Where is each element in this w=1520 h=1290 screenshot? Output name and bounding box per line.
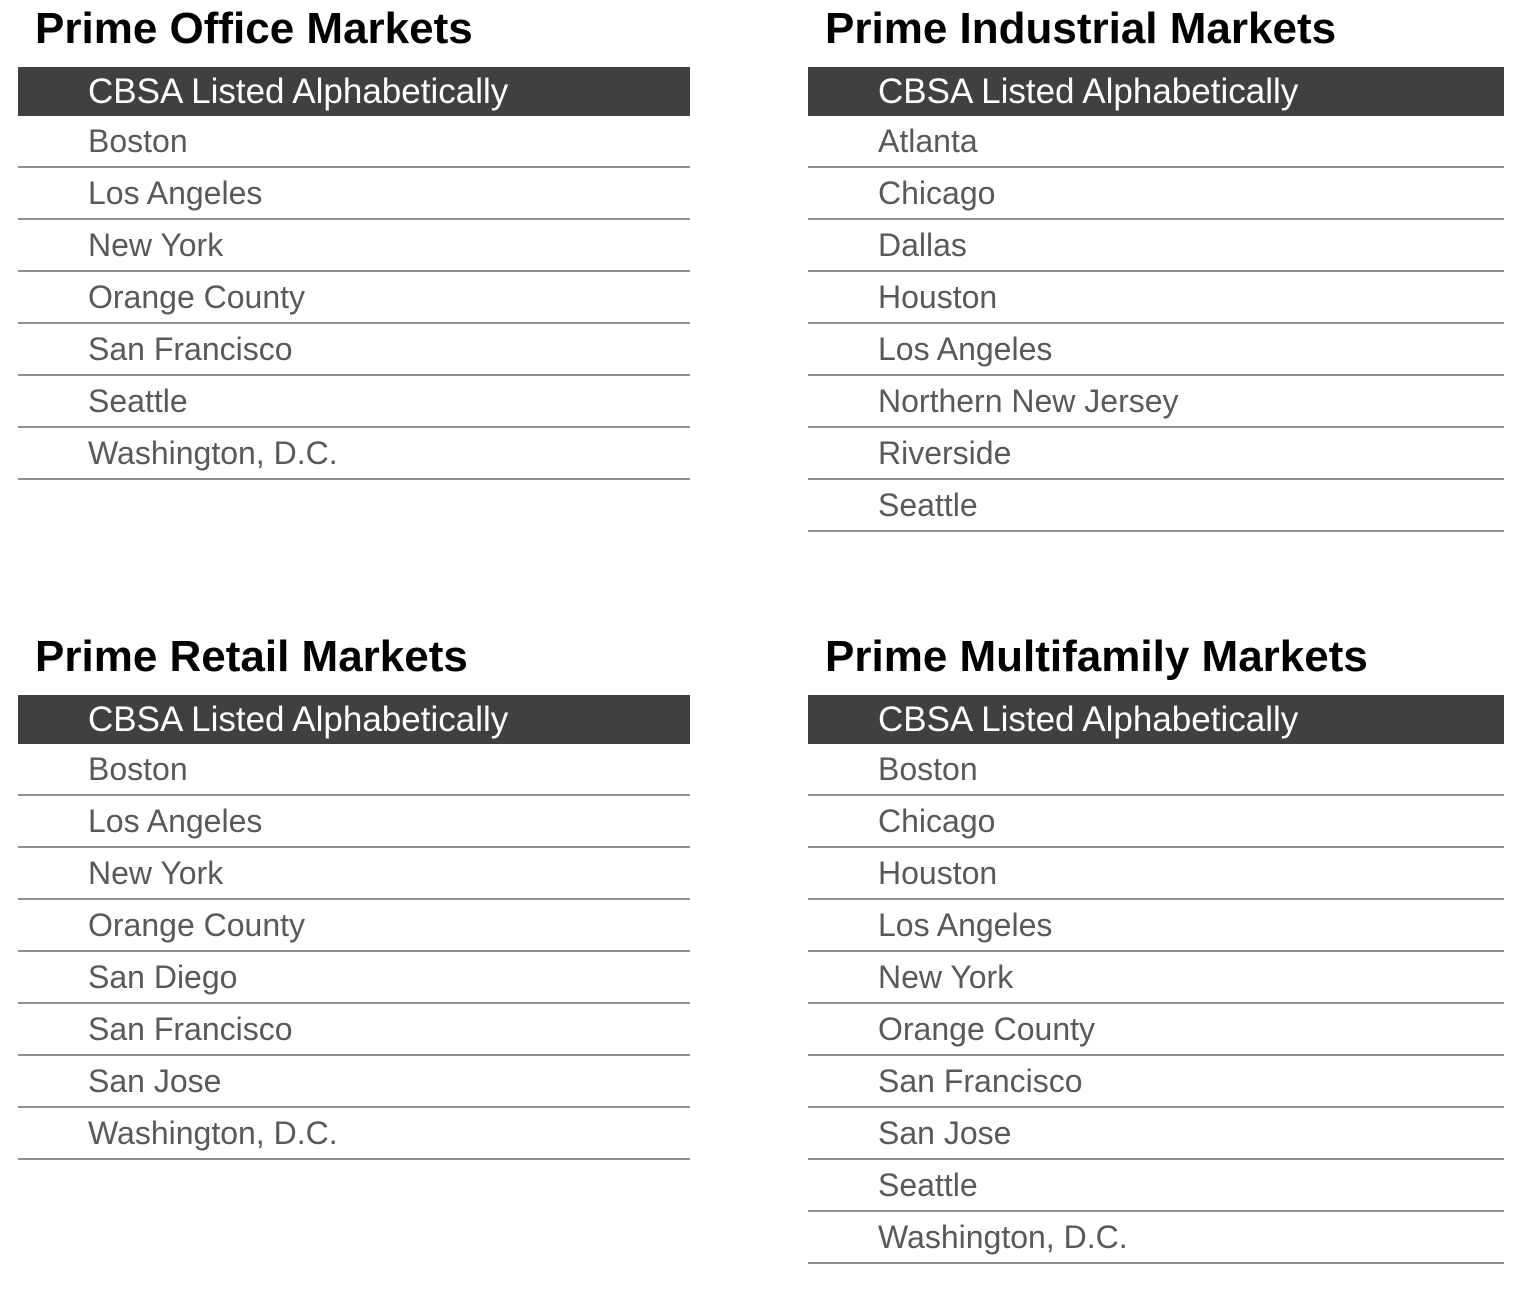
table-row: Boston — [18, 744, 690, 796]
table-row: San Francisco — [18, 1004, 690, 1056]
table-row: Dallas — [808, 220, 1504, 272]
table-row: Chicago — [808, 796, 1504, 848]
table-row: Seattle — [18, 376, 690, 428]
page-title: Prime Industrial Markets — [825, 4, 1337, 53]
table-row: Orange County — [18, 900, 690, 952]
table-row: Boston — [808, 744, 1504, 796]
table-row: Houston — [808, 848, 1504, 900]
table-row: Washington, D.C. — [18, 1108, 690, 1160]
table-header: CBSA Listed Alphabetically — [808, 67, 1504, 116]
table-row: San Francisco — [18, 324, 690, 376]
table-row: New York — [18, 220, 690, 272]
table-row: San Jose — [18, 1056, 690, 1108]
table-body: Boston Los Angeles New York Orange Count… — [18, 744, 690, 1160]
table-row: San Diego — [18, 952, 690, 1004]
table-body: Boston Chicago Houston Los Angeles New Y… — [808, 744, 1504, 1264]
prime-industrial-markets-table: Prime Industrial Markets CBSA Listed Alp… — [808, 7, 1504, 532]
table-row: Houston — [808, 272, 1504, 324]
page-title: Prime Multifamily Markets — [825, 632, 1368, 681]
table-row: Washington, D.C. — [808, 1212, 1504, 1264]
table-row: Washington, D.C. — [18, 428, 690, 480]
table-row: Orange County — [18, 272, 690, 324]
table-row: Atlanta — [808, 116, 1504, 168]
table-body: Boston Los Angeles New York Orange Count… — [18, 116, 690, 480]
page-title: Prime Office Markets — [35, 4, 473, 53]
table-row: Orange County — [808, 1004, 1504, 1056]
prime-multifamily-markets-table: Prime Multifamily Markets CBSA Listed Al… — [808, 635, 1504, 1264]
table-row: New York — [808, 952, 1504, 1004]
table-row: Los Angeles — [18, 168, 690, 220]
table-body: Atlanta Chicago Dallas Houston Los Angel… — [808, 116, 1504, 532]
prime-office-markets-table: Prime Office Markets CBSA Listed Alphabe… — [18, 7, 690, 480]
table-row: Los Angeles — [808, 324, 1504, 376]
table-row: Riverside — [808, 428, 1504, 480]
table-row: New York — [18, 848, 690, 900]
table-row: Los Angeles — [18, 796, 690, 848]
table-header: CBSA Listed Alphabetically — [808, 695, 1504, 744]
table-row: Chicago — [808, 168, 1504, 220]
table-row: Seattle — [808, 1160, 1504, 1212]
table-header: CBSA Listed Alphabetically — [18, 67, 690, 116]
prime-retail-markets-table: Prime Retail Markets CBSA Listed Alphabe… — [18, 635, 690, 1160]
table-row: San Francisco — [808, 1056, 1504, 1108]
table-row: Los Angeles — [808, 900, 1504, 952]
table-row: Seattle — [808, 480, 1504, 532]
table-row: Boston — [18, 116, 690, 168]
table-header: CBSA Listed Alphabetically — [18, 695, 690, 744]
page-title: Prime Retail Markets — [35, 632, 468, 681]
table-row: Northern New Jersey — [808, 376, 1504, 428]
table-row: San Jose — [808, 1108, 1504, 1160]
